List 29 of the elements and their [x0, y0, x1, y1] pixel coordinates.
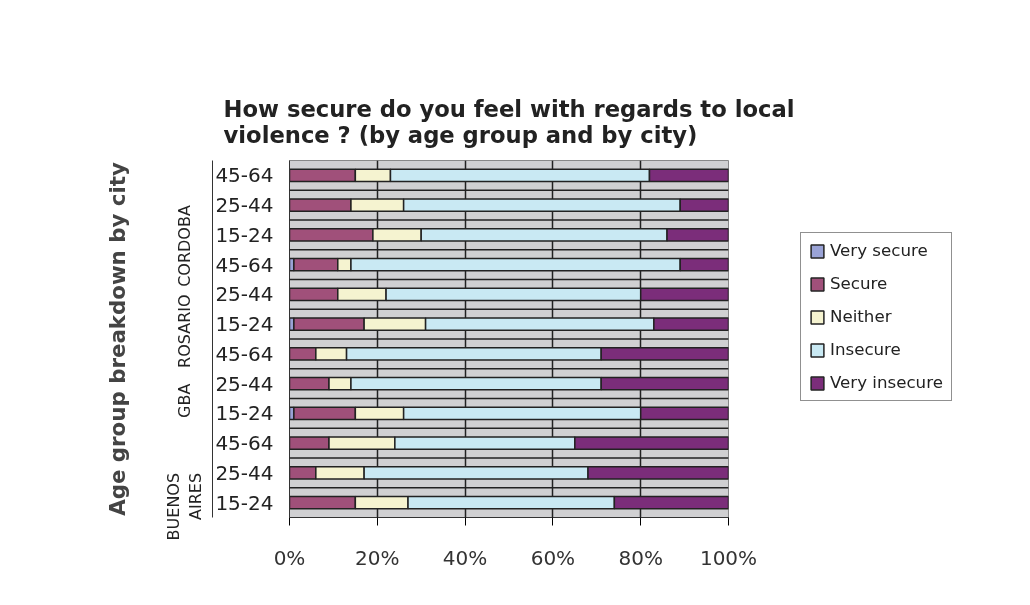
- y-tick-label: 15-24: [215, 222, 274, 247]
- legend-label: Very secure: [830, 241, 928, 260]
- y-tick-label: 25-44: [215, 371, 274, 396]
- y-tick-label: 15-24: [215, 490, 274, 515]
- x-tick-label: 0%: [273, 545, 306, 570]
- y-tick-label: 15-24: [215, 312, 274, 337]
- x-tick-label: 60%: [530, 545, 576, 570]
- y-axis-title: Age group breakdown by city: [104, 162, 130, 516]
- y-tick-label: 25-44: [215, 282, 274, 307]
- legend-label: Secure: [830, 274, 888, 293]
- chart-title: How secure do you feel with regards to local violence ? (by age group and by city): [223, 96, 795, 148]
- x-tick-label: 40%: [442, 545, 488, 570]
- y-tick-label: 45-64: [215, 341, 274, 366]
- y-tick-label: 45-64: [215, 163, 274, 188]
- text: BUENOS AIRES: [163, 472, 206, 541]
- legend-label: Neither: [830, 307, 892, 326]
- text: ROSARIO: [175, 294, 194, 368]
- y-tick-label: 15-24: [215, 401, 274, 426]
- text: CORDOBA: [175, 205, 194, 287]
- text: GBA: [175, 383, 194, 418]
- y-tick-label: 25-44: [215, 193, 274, 218]
- legend-label: Very insecure: [830, 373, 943, 392]
- legend-label: Insecure: [830, 340, 901, 359]
- x-tick-label: 80%: [618, 545, 663, 570]
- y-tick-label: 45-64: [215, 252, 274, 277]
- y-tick-label: 25-44: [215, 460, 274, 485]
- x-tick-label: 100%: [699, 545, 758, 570]
- y-tick-label: 45-64: [215, 431, 274, 456]
- x-tick-label: 20%: [355, 545, 400, 570]
